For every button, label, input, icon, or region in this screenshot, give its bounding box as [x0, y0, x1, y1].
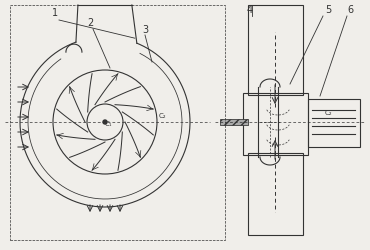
Text: 4: 4: [247, 5, 253, 15]
Text: C₂: C₂: [325, 110, 333, 116]
Bar: [243, 94, 308, 156]
Text: 1: 1: [52, 8, 58, 18]
Bar: [248, 6, 303, 96]
Bar: [220, 120, 248, 126]
Bar: [10, 6, 225, 240]
Text: 5: 5: [325, 5, 331, 15]
Circle shape: [103, 120, 107, 124]
Text: 2: 2: [87, 18, 93, 28]
Bar: [308, 100, 360, 148]
Text: C₂: C₂: [159, 112, 166, 118]
Text: 3: 3: [142, 25, 148, 35]
Text: 6: 6: [347, 5, 353, 15]
Bar: [248, 154, 303, 235]
Text: C₁: C₁: [104, 120, 112, 126]
